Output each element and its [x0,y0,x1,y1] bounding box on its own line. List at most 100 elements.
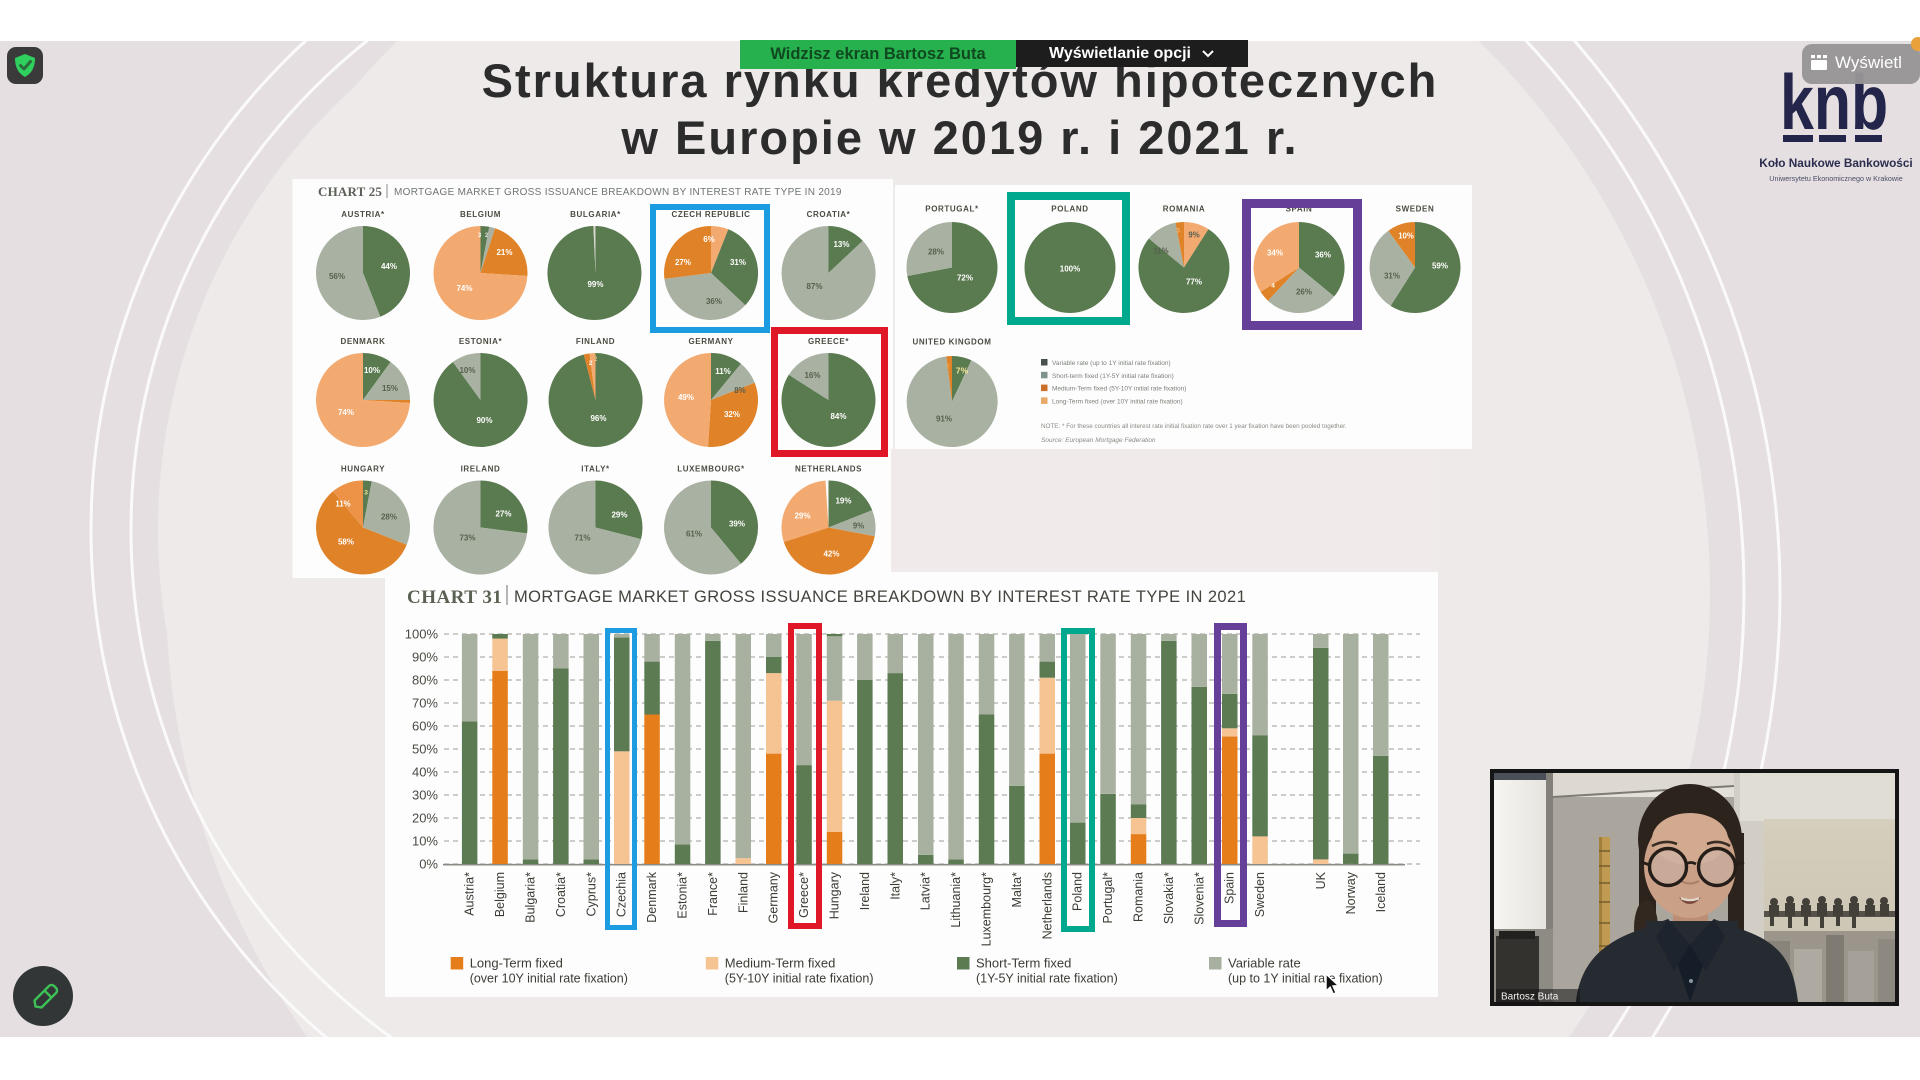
svg-text:CZECH REPUBLIC: CZECH REPUBLIC [671,210,750,219]
svg-text:HUNGARY: HUNGARY [341,465,385,474]
svg-text:20%: 20% [412,811,438,826]
svg-text:4: 4 [1271,283,1275,290]
svg-text:21%: 21% [496,248,512,257]
svg-text:77%: 77% [1186,278,1202,287]
svg-text:Slovenia*: Slovenia* [1192,872,1206,925]
svg-text:Finland: Finland [736,872,750,913]
svg-text:Short-term fixed (1Y-5Y initia: Short-term fixed (1Y-5Y initial rate fix… [1052,373,1174,380]
svg-text:Latvia*: Latvia* [919,872,933,910]
svg-text:(1Y-5Y initial rate fixation): (1Y-5Y initial rate fixation) [976,972,1118,986]
svg-text:ROMANIA: ROMANIA [1163,205,1205,214]
svg-text:Lithuania*: Lithuania* [949,872,963,928]
svg-text:Belgium: Belgium [493,872,507,917]
svg-text:29%: 29% [794,512,810,521]
svg-text:74%: 74% [338,408,354,417]
svg-text:59%: 59% [1432,262,1448,271]
svg-text:Short-Term fixed: Short-Term fixed [976,956,1071,971]
svg-text:7%: 7% [956,366,969,376]
svg-text:8%: 8% [734,386,746,395]
svg-text:56%: 56% [329,272,345,281]
svg-text:16%: 16% [804,371,820,380]
svg-text:96%: 96% [590,414,606,423]
svg-text:40%: 40% [412,765,438,780]
svg-text:61%: 61% [686,530,702,539]
svg-text:Source: European Mortgage Fede: Source: European Mortgage Federation [1041,437,1156,444]
svg-text:PORTUGAL*: PORTUGAL* [925,205,979,214]
svg-text:Austria*: Austria* [463,872,477,916]
svg-text:Cyprus*: Cyprus* [584,872,598,917]
svg-text:Iceland: Iceland [1374,872,1388,912]
svg-text:0%: 0% [419,857,438,872]
svg-text:Greece*: Greece* [797,872,811,918]
svg-text:74%: 74% [456,284,472,293]
svg-text:MORTGAGE MARKET GROSS ISSUANCE: MORTGAGE MARKET GROSS ISSUANCE BREAKDOWN… [394,187,842,198]
svg-text:Norway: Norway [1344,871,1358,914]
svg-text:87%: 87% [806,282,822,291]
svg-text:30%: 30% [412,788,438,803]
svg-text:(over 10Y initial rate fixatio: (over 10Y initial rate fixation) [470,972,628,986]
svg-text:Czechia: Czechia [615,872,629,917]
svg-text:90%: 90% [412,650,438,665]
svg-text:Koło Naukowe Bankowości: Koło Naukowe Bankowości [1759,156,1912,170]
svg-text:Long-Term fixed (over 10Y init: Long-Term fixed (over 10Y initial rate f… [1052,398,1183,405]
svg-text:CHART 31: CHART 31 [407,587,502,608]
svg-text:100%: 100% [405,627,439,642]
svg-text:GERMANY: GERMANY [688,337,733,346]
svg-text:Denmark: Denmark [645,871,659,922]
svg-text:100%: 100% [1060,265,1080,274]
svg-text:Bulgaria*: Bulgaria* [524,872,538,923]
svg-text:36%: 36% [1315,251,1331,260]
svg-text:36%: 36% [706,297,722,306]
svg-text:France*: France* [706,872,720,916]
svg-text:28%: 28% [381,513,397,522]
svg-text:10%: 10% [412,834,438,849]
svg-text:73%: 73% [459,534,475,543]
svg-text:10%: 10% [1398,232,1414,241]
svg-text:Italy*: Italy* [888,872,902,900]
svg-text:99%: 99% [587,280,603,289]
svg-text:32%: 32% [724,410,740,419]
svg-text:NETHERLANDS: NETHERLANDS [795,465,862,474]
svg-text:50%: 50% [412,742,438,757]
svg-text:27%: 27% [675,258,691,267]
svg-text:POLAND: POLAND [1051,205,1088,214]
svg-text:72%: 72% [957,274,973,283]
svg-text:Uniwersytetu Ekonomicznego w K: Uniwersytetu Ekonomicznego w Krakowie [1769,174,1902,183]
svg-text:31%: 31% [730,258,746,267]
svg-text:Estonia*: Estonia* [676,872,690,919]
svg-text:10%: 10% [364,366,380,375]
svg-text:Variable rate: Variable rate [1228,956,1301,971]
svg-text:71%: 71% [574,534,590,543]
svg-text:CROATIA*: CROATIA* [807,210,851,219]
svg-text:Bartosz Buta: Bartosz Buta [1501,992,1559,1003]
svg-text:Spain: Spain [1223,872,1237,904]
svg-text:58%: 58% [338,538,354,547]
svg-text:28%: 28% [928,248,944,257]
svg-text:Ireland: Ireland [858,872,872,910]
svg-text:34%: 34% [1267,249,1283,258]
svg-text:15%: 15% [382,384,398,393]
svg-text:26%: 26% [1296,288,1312,297]
svg-text:Slovakia*: Slovakia* [1162,872,1176,924]
svg-text:SWEDEN: SWEDEN [1396,205,1435,214]
svg-text:6%: 6% [703,235,715,244]
svg-text:9%: 9% [853,522,864,531]
svg-text:Portugal*: Portugal* [1101,872,1115,924]
svg-text:19%: 19% [835,497,851,506]
svg-text:2: 2 [589,361,593,367]
svg-text:31%: 31% [1384,272,1400,281]
svg-text:39%: 39% [729,520,745,529]
svg-text:Poland: Poland [1071,872,1085,911]
svg-text:9%: 9% [1188,231,1199,240]
svg-text:11%: 11% [1153,247,1168,256]
svg-text:2: 2 [594,357,598,363]
svg-text:80%: 80% [412,673,438,688]
svg-text:Medium-Term fixed: Medium-Term fixed [725,956,836,971]
svg-text:27%: 27% [495,510,511,519]
svg-text:Germany: Germany [767,871,781,923]
svg-text:2: 2 [946,364,950,371]
svg-text:LUXEMBOURG*: LUXEMBOURG* [677,465,745,474]
svg-text:UK: UK [1314,871,1328,889]
svg-text:42%: 42% [823,550,839,559]
svg-text:ITALY*: ITALY* [581,465,610,474]
